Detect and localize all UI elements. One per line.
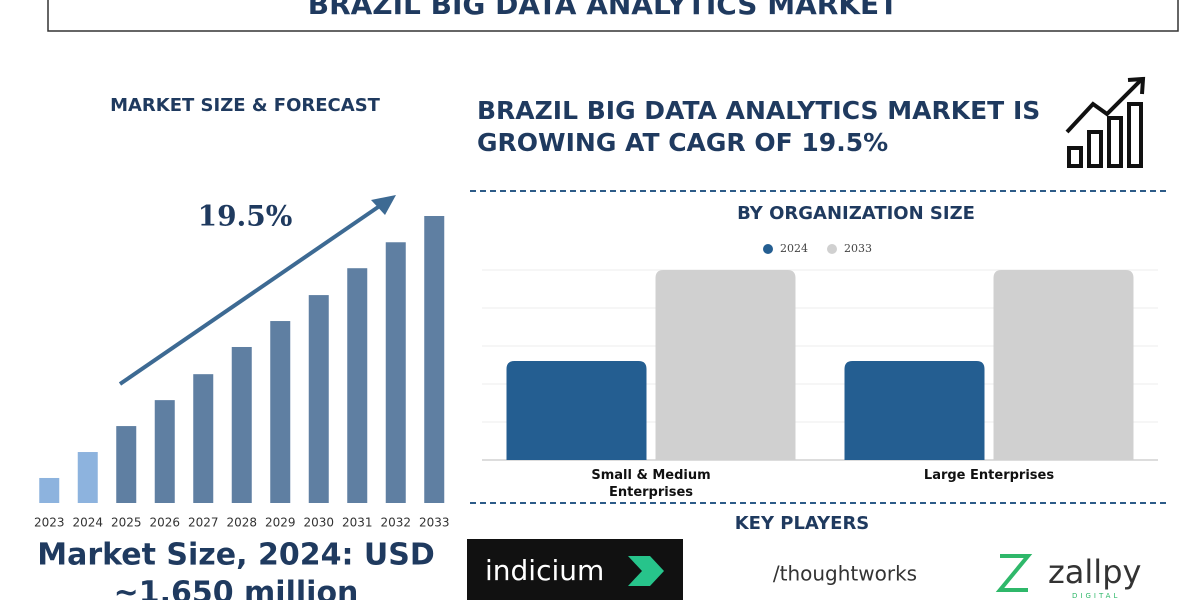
legend-swatch xyxy=(763,244,773,254)
zallpy-mark xyxy=(995,554,1033,592)
bar xyxy=(424,216,445,503)
x-tick-label: 2025 xyxy=(111,516,142,530)
zallpy-sub: DIGITAL xyxy=(1072,592,1120,600)
header-title: BRAZIL BIG DATA ANALYTICS MARKET xyxy=(308,0,899,21)
chart-title: BY ORGANIZATION SIZE xyxy=(737,203,975,224)
x-tick-label: Small & Medium Enterprises xyxy=(591,468,711,500)
zallpy-logo: zallpy xyxy=(1048,553,1141,591)
growth-heading: BRAZIL BIG DATA ANALYTICS MARKET IS xyxy=(477,96,1040,125)
bar xyxy=(270,321,291,503)
x-tick-label: 2033 xyxy=(419,516,450,530)
x-tick-label: 2027 xyxy=(188,516,219,530)
indicium-logo: indicium xyxy=(485,554,604,587)
bar xyxy=(308,295,329,503)
x-tick-label: 2026 xyxy=(149,516,180,530)
x-tick-label: 2032 xyxy=(380,516,411,530)
bar xyxy=(193,374,214,503)
bar xyxy=(39,477,60,503)
bar xyxy=(154,400,175,503)
x-tick-label: 2024 xyxy=(72,516,103,530)
growth-arrow-head xyxy=(371,195,396,215)
bar xyxy=(844,361,985,460)
x-tick-label: 2028 xyxy=(226,516,257,530)
legend-label: 2033 xyxy=(844,242,872,255)
legend-label: 2024 xyxy=(780,242,808,255)
bar xyxy=(506,361,647,460)
legend-swatch xyxy=(827,244,837,254)
x-tick-label: Large Enterprises xyxy=(923,468,1055,483)
bar xyxy=(77,452,98,503)
growth-heading: GROWING AT CAGR OF 19.5% xyxy=(477,128,888,157)
x-tick-label: 2031 xyxy=(342,516,373,530)
bar xyxy=(655,270,796,460)
growth-arrow xyxy=(118,201,386,386)
market-size: Market Size, 2024: USD xyxy=(37,538,435,573)
growth-icon xyxy=(1065,76,1146,168)
thoughtworks-logo: /thoughtworks xyxy=(773,562,917,586)
forecast-heading: MARKET SIZE & FORECAST xyxy=(110,95,381,116)
header-box xyxy=(47,0,1179,32)
bar xyxy=(385,242,406,504)
bar xyxy=(116,426,137,503)
x-tick-label: 2023 xyxy=(34,516,65,530)
indicium-mark xyxy=(628,556,664,586)
bar xyxy=(347,268,368,503)
x-tick-label: 2030 xyxy=(303,516,334,530)
bar xyxy=(993,270,1134,460)
cagr-annotation: 19.5% xyxy=(198,200,293,233)
market-size: ~1,650 million xyxy=(114,576,359,600)
key-players-title: KEY PLAYERS xyxy=(735,513,870,534)
bar xyxy=(231,346,252,503)
x-tick-label: 2029 xyxy=(265,516,296,530)
